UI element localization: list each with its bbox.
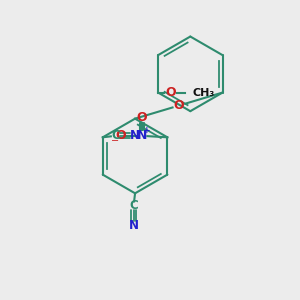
Text: C: C [129, 199, 138, 212]
Text: O: O [137, 111, 147, 124]
Text: N: N [129, 219, 139, 232]
Text: N: N [137, 129, 147, 142]
Text: −: − [111, 136, 119, 146]
Text: CH₃: CH₃ [192, 88, 214, 98]
Text: +: + [143, 126, 151, 135]
Text: C: C [111, 129, 120, 142]
Text: O: O [173, 99, 184, 112]
Text: N: N [130, 129, 140, 142]
Text: O: O [165, 86, 176, 99]
Text: O: O [115, 129, 126, 142]
